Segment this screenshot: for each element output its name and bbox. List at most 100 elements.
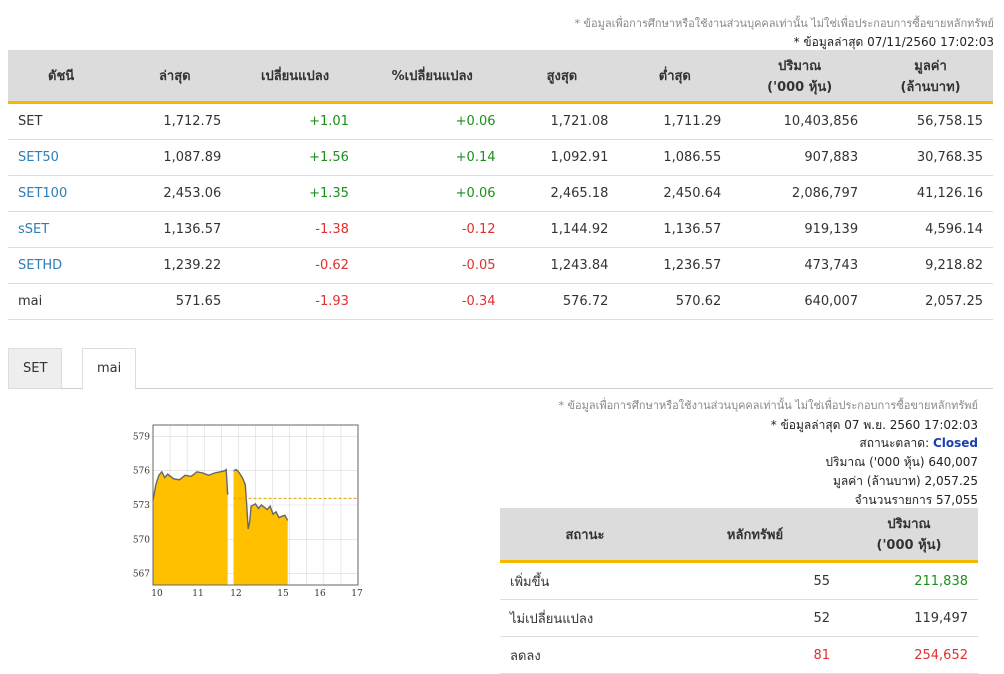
tab-mai[interactable]: mai (82, 348, 137, 390)
securities-count: 55 (670, 561, 840, 600)
market-status-label: สถานะตลาด: (859, 436, 930, 450)
market-value: มูลค่า (ล้านบาท) 2,057.25 (832, 474, 978, 488)
market-status: สถานะตลาด: Closed (859, 434, 978, 453)
last-value: 1,087.89 (118, 139, 232, 176)
table-row: mai 571.65 -1.93 -0.34 576.72 570.62 640,007 2,… (8, 283, 993, 320)
index-name[interactable]: SET50 (8, 139, 119, 176)
volume-value: 2,086,797 (731, 175, 869, 212)
status-label: ไม่เปลี่ยนแปลง (500, 599, 670, 637)
tab-set[interactable]: SET (8, 348, 63, 389)
index-name[interactable]: sSET (8, 211, 119, 248)
y-tick-label: 570 (133, 535, 150, 545)
high-value: 576.72 (505, 283, 619, 320)
high-value: 1,721.08 (505, 102, 619, 140)
value-value: 56,758.15 (868, 102, 993, 140)
col-index: ดัชนี (8, 50, 119, 104)
market-volume: ปริมาณ ('000 หุ้น) 640,007 (825, 455, 978, 469)
last-value: 2,453.06 (118, 175, 232, 212)
change-value: -0.62 (231, 247, 359, 284)
high-value: 1,243.84 (505, 247, 619, 284)
status-table-header: สถานะ หลักทรัพย์ ปริมาณ ('000 หุ้น) (500, 508, 978, 563)
index-table: ดัชนี ล่าสุด เปลี่ยนแปลง %เปลี่ยนแปลง สู… (8, 50, 993, 320)
status-row: ลดลง 81 254,652 (500, 636, 978, 674)
market-status-table: สถานะ หลักทรัพย์ ปริมาณ ('000 หุ้น) เพิ่… (500, 508, 978, 674)
low-value: 2,450.64 (618, 175, 732, 212)
disclaimer-text: * ข้อมูลเพื่อการศึกษาหรือใช้งานส่วนบุคคล… (574, 17, 994, 30)
col-pct-change: %เปลี่ยนแปลง (358, 50, 506, 104)
market-tabs: SET mai (8, 348, 993, 390)
index-name: SET (8, 102, 119, 140)
volume-value: 919,139 (731, 211, 869, 248)
change-value: +1.56 (231, 139, 359, 176)
low-value: 1,711.29 (618, 102, 732, 140)
y-tick-label: 573 (133, 501, 150, 511)
volume-value: 10,403,856 (731, 102, 869, 140)
low-value: 570.62 (618, 283, 732, 320)
table-row: SET50 1,087.89 +1.56 +0.14 1,092.91 1,086.55 9… (8, 139, 993, 176)
high-value: 2,465.18 (505, 175, 619, 212)
high-value: 1,144.92 (505, 211, 619, 248)
index-name[interactable]: SETHD (8, 247, 119, 284)
last-value: 1,136.57 (118, 211, 232, 248)
table-row: SETHD 1,239.22 -0.62 -0.05 1,243.84 1,236.57 4… (8, 247, 993, 284)
col-change: เปลี่ยนแปลง (231, 50, 359, 104)
col-status: สถานะ (500, 508, 670, 563)
index-name: mai (8, 283, 119, 320)
col-status-volume: ปริมาณ ('000 หุ้น) (840, 508, 978, 563)
last-value: 1,712.75 (118, 102, 232, 140)
y-tick-label: 579 (133, 432, 150, 442)
value-value: 9,218.82 (868, 247, 993, 284)
securities-count: 52 (670, 599, 840, 637)
value-value: 4,596.14 (868, 211, 993, 248)
x-tick-label: 17 (351, 589, 363, 599)
x-tick-label: 12 (230, 589, 241, 599)
status-label: ลดลง (500, 636, 670, 674)
col-securities: หลักทรัพย์ (670, 508, 840, 563)
status-row: ไม่เปลี่ยนแปลง 52 119,497 (500, 599, 978, 637)
mai-intraday-chart: 579 576 573 570 567 10 11 12 15 16 17 (128, 418, 368, 603)
col-last: ล่าสุด (118, 50, 232, 104)
volume-value: 640,007 (731, 283, 869, 320)
col-high: สูงสุด (505, 50, 619, 104)
pct-change-value: -0.34 (358, 283, 506, 320)
pct-change-value: +0.06 (358, 102, 506, 140)
col-value: มูลค่า (ล้านบาท) (868, 50, 993, 104)
col-low: ต่ำสุด (618, 50, 732, 104)
value-value: 2,057.25 (868, 283, 993, 320)
status-volume: 254,652 (840, 636, 978, 674)
market-last-update: * ข้อมูลล่าสุด 07 พ.ย. 2560 17:02:03 (770, 418, 978, 432)
index-name[interactable]: SET100 (8, 175, 119, 212)
low-value: 1,086.55 (618, 139, 732, 176)
change-value: -1.93 (231, 283, 359, 320)
status-row: เพิ่มขึ้น 55 211,838 (500, 561, 978, 600)
high-value: 1,092.91 (505, 139, 619, 176)
last-value: 1,239.22 (118, 247, 232, 284)
table-row: SET100 2,453.06 +1.35 +0.06 2,465.18 2,450.64… (8, 175, 993, 212)
pct-change-value: +0.14 (358, 139, 506, 176)
y-tick-label: 576 (133, 467, 150, 477)
securities-count: 81 (670, 636, 840, 674)
index-table-header: ดัชนี ล่าสุด เปลี่ยนแปลง %เปลี่ยนแปลง สู… (8, 50, 993, 104)
change-value: -1.38 (231, 211, 359, 248)
x-tick-label: 16 (314, 589, 326, 599)
x-tick-label: 11 (192, 589, 203, 599)
status-volume: 211,838 (840, 561, 978, 600)
market-disclaimer-text: * ข้อมูลเพื่อการศึกษาหรือใช้งานส่วนบุคคล… (558, 399, 978, 412)
last-value: 571.65 (118, 283, 232, 320)
pct-change-value: -0.12 (358, 211, 506, 248)
volume-value: 473,743 (731, 247, 869, 284)
price-line (152, 468, 229, 501)
status-volume: 119,497 (840, 599, 978, 637)
low-value: 1,136.57 (618, 211, 732, 248)
plot-border (152, 424, 359, 586)
value-value: 30,768.35 (868, 139, 993, 176)
market-deals: จำนวนรายการ 57,055 (854, 493, 978, 507)
change-value: +1.35 (231, 175, 359, 212)
price-area (153, 469, 228, 585)
value-value: 41,126.16 (868, 175, 993, 212)
col-volume: ปริมาณ ('000 หุ้น) (731, 50, 869, 104)
table-row: SET 1,712.75 +1.01 +0.06 1,721.08 1,711.29 10,… (8, 102, 993, 140)
market-status-value: Closed (932, 436, 978, 450)
change-value: +1.01 (231, 102, 359, 140)
